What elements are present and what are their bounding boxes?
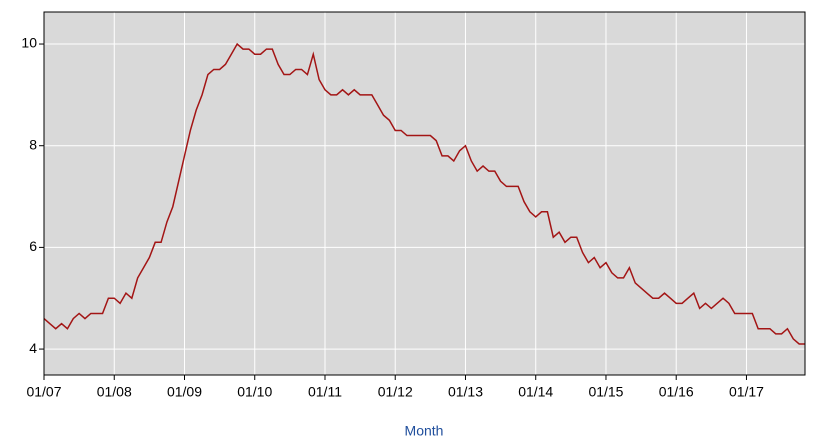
plot-border [43,11,806,376]
x-tick-label: 01/15 [588,384,623,400]
x-tick-label: 01/09 [167,384,202,400]
x-tick-label: 01/12 [378,384,413,400]
plot-area [44,12,805,375]
series-line [43,42,805,345]
x-tick-label: 01/08 [97,384,132,400]
x-tick-label: 01/07 [26,384,61,400]
y-tick-label: 10 [21,35,37,51]
x-tick-label: 01/16 [659,384,694,400]
y-tick-label: 4 [29,340,37,356]
x-tick-label: 01/13 [448,384,483,400]
x-tick-label: 01/14 [518,384,553,400]
y-tick-label: 8 [29,136,37,152]
x-tick-label: 01/10 [237,384,272,400]
x-axis-title: Month [405,423,444,439]
x-tick-label: 01/11 [308,384,342,400]
x-tick-label: 01/17 [729,384,764,400]
y-tick-label: 6 [29,238,37,254]
